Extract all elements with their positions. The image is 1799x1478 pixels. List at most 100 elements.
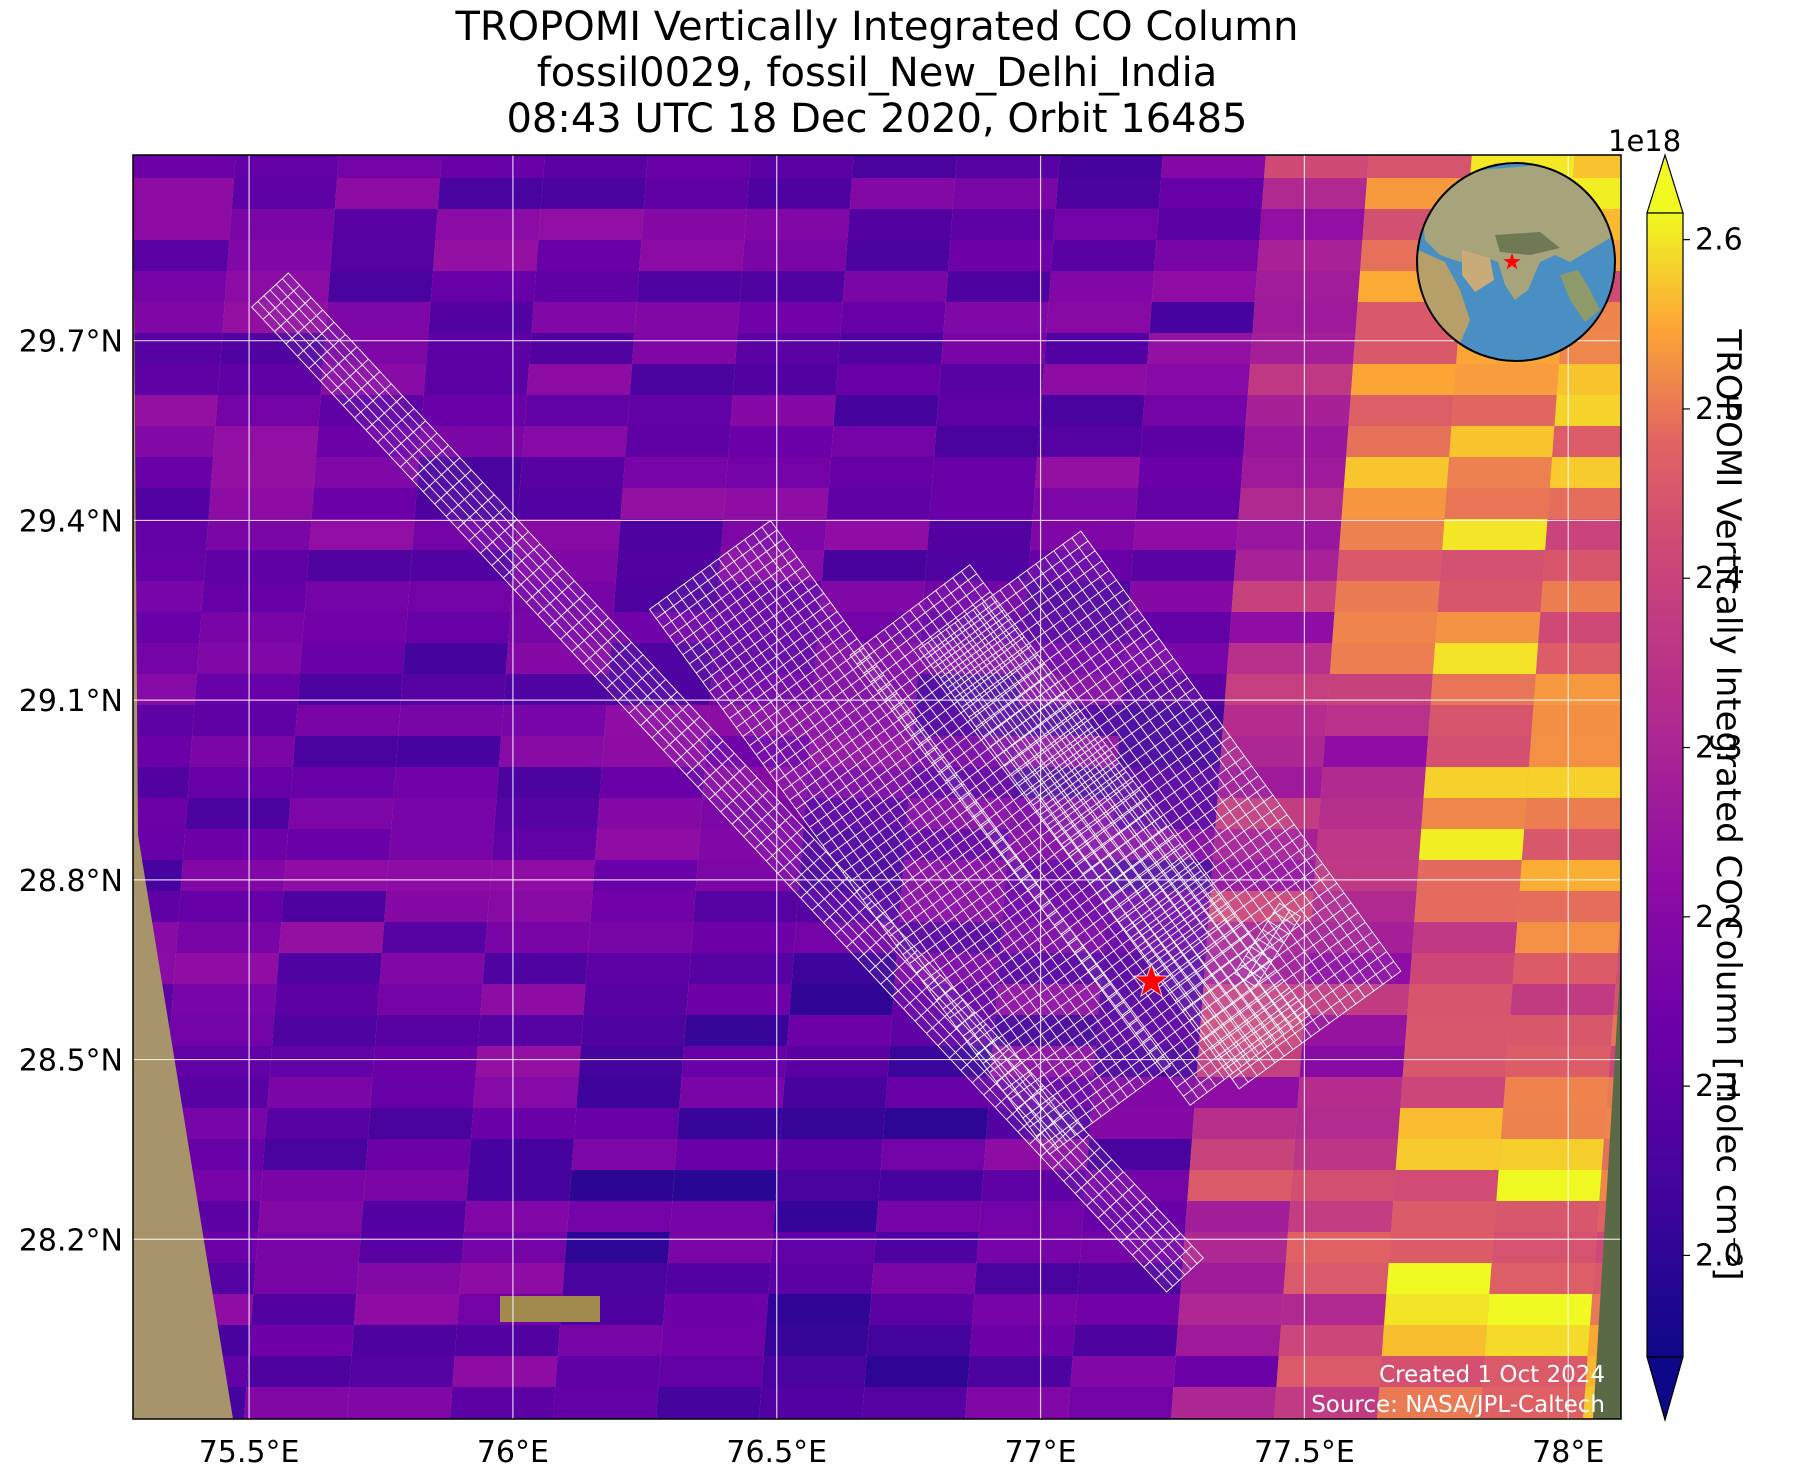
co-pixel xyxy=(1449,426,1555,457)
co-pixel xyxy=(1767,302,1799,333)
co-pixel xyxy=(1196,1046,1302,1077)
co-pixel xyxy=(213,426,319,457)
co-pixel xyxy=(543,155,648,178)
globe-himalaya xyxy=(1495,232,1560,255)
colorbar-ticks: 2.0 2.1 2.2 2.3 2.4 2.5 2.6 xyxy=(1683,223,1743,1273)
co-pixel xyxy=(1404,1015,1511,1046)
co-pixel xyxy=(1425,736,1532,767)
co-pixel xyxy=(0,1108,61,1139)
co-pixel xyxy=(613,581,719,612)
co-pixel xyxy=(576,1077,682,1108)
map-frame xyxy=(132,154,1622,1420)
co-pixel xyxy=(1376,1418,1481,1419)
co-pixel xyxy=(553,1387,659,1418)
globe-inset xyxy=(1416,162,1616,362)
co-pixel xyxy=(533,271,640,302)
co-pixel xyxy=(730,395,836,426)
co-pixel xyxy=(967,1356,1073,1387)
y-tick-label: 28.8°N xyxy=(19,864,123,899)
co-pixel xyxy=(381,922,488,953)
co-pixel xyxy=(133,271,228,302)
co-pixel xyxy=(1130,550,1237,581)
co-pixel xyxy=(540,178,647,209)
co-pixel xyxy=(1224,674,1330,705)
co-pixel xyxy=(683,1015,790,1046)
co-pixel xyxy=(1414,891,1520,922)
co-pixel xyxy=(1006,829,1113,860)
co-pixel xyxy=(601,736,708,767)
co-pixel xyxy=(672,1170,778,1201)
co-pixel xyxy=(1487,1294,1593,1325)
co-pixel xyxy=(0,1294,47,1325)
co-pixel xyxy=(1758,426,1799,457)
co-pixel xyxy=(1343,457,1450,488)
co-pixel xyxy=(1055,178,1162,209)
co-pixel xyxy=(0,178,28,209)
co-pixel xyxy=(412,519,518,550)
co-pixel xyxy=(915,674,1021,705)
co-pixel xyxy=(594,829,701,860)
co-pixel xyxy=(133,674,197,705)
co-pixel xyxy=(744,209,850,240)
co-pixel xyxy=(1393,1170,1499,1201)
target-star-marker xyxy=(1133,962,1170,998)
co-pixel xyxy=(1749,550,1799,581)
co-pixel xyxy=(1322,736,1429,767)
co-pixel xyxy=(632,333,738,364)
co-pixel xyxy=(1388,1232,1495,1263)
co-pixel xyxy=(248,1325,355,1356)
co-pixel xyxy=(0,395,12,426)
co-pixel xyxy=(386,860,492,891)
co-pixel xyxy=(1325,705,1431,736)
co-pixel xyxy=(938,364,1045,395)
co-pixel xyxy=(356,1263,462,1294)
co-pixel xyxy=(1386,1263,1492,1294)
co-pixel xyxy=(1545,519,1621,550)
co-pixel xyxy=(1332,612,1438,643)
co-pixel xyxy=(780,1108,886,1139)
co-pixel xyxy=(1573,155,1621,178)
co-pixel xyxy=(1240,457,1347,488)
co-pixel xyxy=(1367,155,1472,178)
co-pixel xyxy=(351,1325,458,1356)
co-pixel xyxy=(849,178,956,209)
co-pixel xyxy=(1123,643,1230,674)
co-pixel xyxy=(133,736,193,767)
co-pixel xyxy=(1765,333,1799,364)
co-pixel xyxy=(1353,333,1459,364)
x-tick-label: 77°E xyxy=(1005,1435,1077,1470)
co-pixel xyxy=(866,1325,973,1356)
co-pixel xyxy=(627,395,733,426)
co-pixel xyxy=(419,426,525,457)
co-pixel xyxy=(19,271,124,302)
co-pixel xyxy=(1238,488,1344,519)
co-pixel xyxy=(1247,364,1354,395)
co-pixel xyxy=(5,457,110,488)
co-pixel xyxy=(372,1046,478,1077)
co-pixel xyxy=(164,1077,270,1108)
co-pixel xyxy=(1521,829,1621,860)
co-pixel xyxy=(433,240,539,271)
co-pixel xyxy=(379,953,485,984)
co-pixel xyxy=(674,1139,780,1170)
co-pixel xyxy=(133,550,207,581)
colorbar-extend-max xyxy=(1646,152,1684,214)
co-pixel xyxy=(557,1325,664,1356)
credit-source: Source: NASA/JPL-Caltech xyxy=(1311,1392,1605,1418)
co-pixel xyxy=(979,1201,1085,1232)
co-pixel xyxy=(501,705,607,736)
co-pixel xyxy=(763,1325,870,1356)
co-pixel xyxy=(840,302,946,333)
co-pixel xyxy=(1020,643,1127,674)
co-pixel xyxy=(215,395,321,426)
co-pixel xyxy=(178,891,284,922)
co-pixel xyxy=(620,488,726,519)
co-pixel xyxy=(349,1356,455,1387)
co-pixel xyxy=(133,581,204,612)
co-pixel xyxy=(421,395,527,426)
co-pixel xyxy=(313,457,420,488)
co-pixel xyxy=(0,550,103,581)
co-pixel xyxy=(0,488,5,519)
co-pixel xyxy=(1149,302,1255,333)
co-pixel xyxy=(1552,426,1621,457)
